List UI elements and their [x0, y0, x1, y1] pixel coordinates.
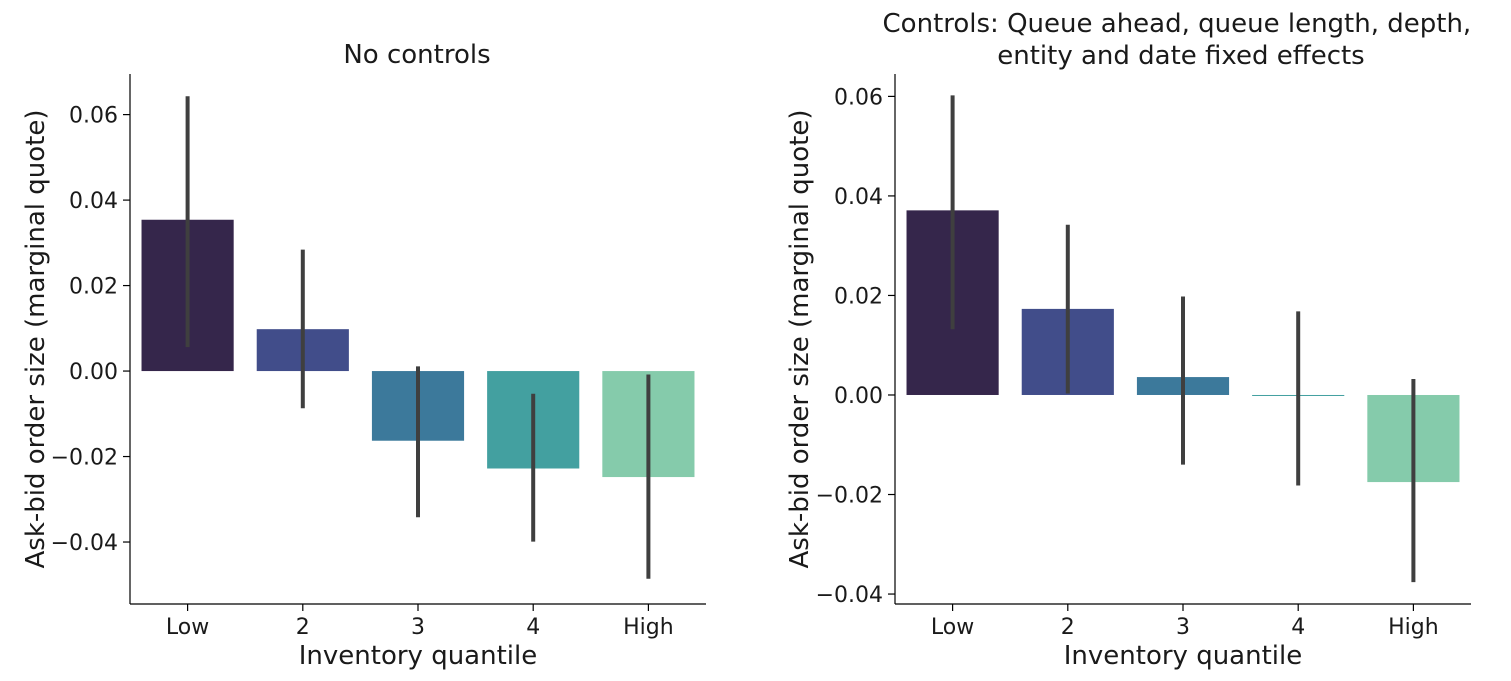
x-tick-label: 2	[296, 615, 310, 640]
y-tick-label: 0.04	[69, 189, 118, 214]
x-tick-label: Low	[166, 615, 209, 640]
error-bars-group	[950, 95, 1416, 583]
y-tick-label: 0.00	[69, 360, 118, 385]
y-tick-label: −0.02	[816, 484, 883, 509]
chart-title: No controls	[343, 40, 490, 70]
y-ticks-group: −0.04 −0.02 0.00 0.02 0.04 0.06	[51, 104, 130, 556]
y-tick-label: 0.06	[834, 85, 883, 110]
chart-title-line-2: entity and date fixed effects	[997, 41, 1364, 71]
y-ticks-group: −0.04 −0.02 0.00 0.02 0.04 0.06	[816, 85, 895, 608]
x-tick-label: 4	[1291, 615, 1305, 640]
y-tick-label: −0.02	[51, 446, 118, 471]
y-tick-label: 0.06	[69, 104, 118, 129]
chart-title-line-1: Controls: Queue ahead, queue length, dep…	[883, 9, 1472, 39]
y-axis-label: Ask-bid order size (marginal quote)	[785, 109, 815, 568]
chart-title: Controls: Queue ahead, queue length, dep…	[883, 9, 1480, 71]
y-tick-label: −0.04	[51, 531, 118, 556]
y-tick-label: 0.04	[834, 185, 883, 210]
x-ticks-group: Low 2 3 4 High	[931, 604, 1439, 640]
y-tick-label: −0.04	[816, 583, 883, 608]
x-ticks-group: Low 2 3 4 High	[166, 604, 674, 640]
x-axis-label: Inventory quantile	[1064, 641, 1302, 671]
x-tick-label: 3	[1176, 615, 1190, 640]
x-tick-label: Low	[931, 615, 974, 640]
y-tick-label: 0.02	[834, 284, 883, 309]
x-tick-label: 4	[526, 615, 540, 640]
x-tick-label: 3	[411, 615, 425, 640]
x-tick-label: 2	[1061, 615, 1075, 640]
x-axis-label: Inventory quantile	[299, 641, 537, 671]
chart-with-controls: Controls: Queue ahead, queue length, dep…	[785, 9, 1480, 671]
chart-no-controls: No controls Inventory quantile Ask-bid o…	[21, 40, 706, 671]
error-bars-group	[185, 96, 651, 579]
y-tick-label: 0.00	[834, 384, 883, 409]
x-tick-label: High	[623, 615, 674, 640]
y-tick-label: 0.02	[69, 275, 118, 300]
y-axis-label: Ask-bid order size (marginal quote)	[21, 109, 51, 568]
x-tick-label: High	[1388, 615, 1439, 640]
